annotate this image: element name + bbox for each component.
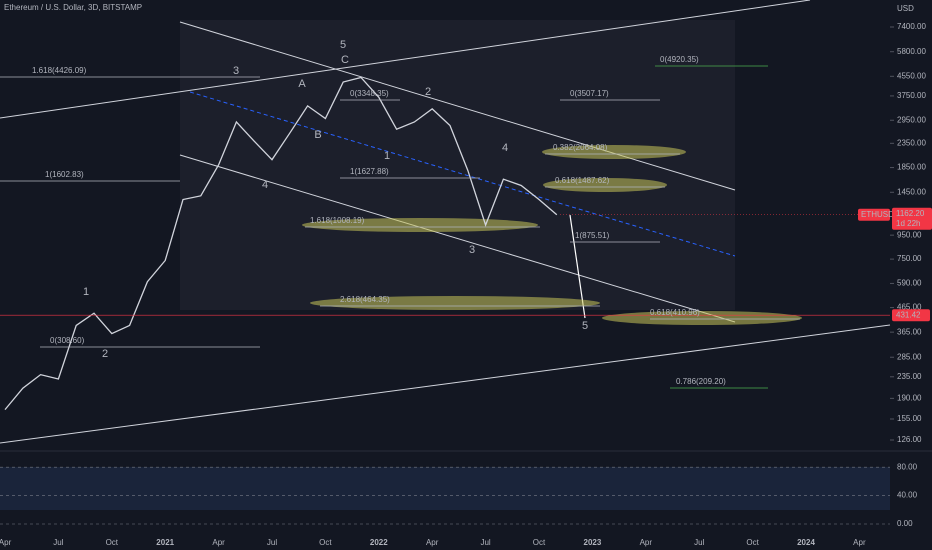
fib-label: 0(3348.35): [350, 89, 389, 98]
wave-label: B: [314, 129, 321, 141]
trendline: [179, 21, 736, 191]
x-tick-label: Oct: [106, 538, 119, 547]
y-tick-label: 40.00: [897, 491, 918, 500]
wave-label: 3: [469, 244, 475, 256]
y-tick-label: 1450.00: [897, 187, 926, 196]
wave-label: A: [298, 78, 306, 90]
fib-label: 0(308.60): [50, 336, 85, 345]
symbol-label: ETHUSD: [861, 210, 894, 219]
fib-label: 0.786(209.20): [676, 377, 726, 386]
y-tick-label: 4550.00: [897, 71, 926, 80]
fib-label: 0.382(2064.08): [553, 143, 608, 152]
fib-label: 1.618(1008.19): [310, 216, 365, 225]
wave-label: 4: [502, 142, 508, 154]
last-tag: [892, 207, 932, 230]
x-tick-label: Oct: [319, 538, 332, 547]
wave-label: 2: [425, 86, 431, 98]
level-tag: [892, 309, 930, 322]
x-tick-label: Oct: [746, 538, 759, 547]
wave-label: 3: [233, 65, 239, 77]
x-tick-label: Apr: [426, 538, 439, 547]
y-tick-label: 2350.00: [897, 138, 926, 147]
last-label: 1162.20: [896, 209, 925, 218]
x-tick-label: Jul: [53, 538, 63, 547]
x-tick-label: Jul: [267, 538, 277, 547]
highlight: [310, 296, 600, 310]
range-box: [180, 20, 735, 310]
x-tick-label: Jul: [480, 538, 490, 547]
trendline: [0, 0, 811, 119]
y-tick-label: 80.00: [897, 462, 918, 471]
x-tick-label: Apr: [853, 538, 866, 547]
fib-label: 0.618(1487.62): [555, 176, 610, 185]
y-tick-label: 126.00: [897, 435, 922, 444]
highlight: [602, 311, 802, 325]
wave-label: 1: [83, 286, 89, 298]
y-tick-label: 5800.00: [897, 47, 926, 56]
wave-label: C: [341, 54, 349, 66]
oscillator-band: [0, 467, 890, 510]
y-tick-label: 190.00: [897, 393, 922, 402]
x-tick-label: Oct: [533, 538, 546, 547]
x-tick-label: Apr: [0, 538, 12, 547]
x-tick-label: 2021: [156, 538, 174, 547]
wave-label: 5: [340, 39, 346, 51]
y-tick-label: 465.00: [897, 303, 922, 312]
highlight: [543, 178, 667, 192]
wave-label: 4: [262, 179, 268, 191]
x-tick-label: 2023: [584, 538, 602, 547]
y-tick-label: 750.00: [897, 254, 922, 263]
wave-label: 1: [384, 150, 390, 162]
fib-label: 0.618(410.96): [650, 308, 700, 317]
currency: USD: [897, 4, 914, 13]
y-tick-label: 2950.00: [897, 115, 926, 124]
x-tick-label: Apr: [212, 538, 225, 547]
symbol-tag: [858, 208, 890, 221]
trendline: [179, 154, 736, 323]
chart-title: Ethereum / U.S. Dollar, 3D, BITSTAMP: [4, 3, 142, 12]
fib-label: 1(1627.88): [350, 167, 389, 176]
x-tick-label: Jul: [694, 538, 704, 547]
y-tick-label: 235.00: [897, 372, 922, 381]
x-tick-label: 2024: [797, 538, 815, 547]
x-tick-label: Apr: [640, 538, 653, 547]
y-tick-label: 950.00: [897, 230, 922, 239]
y-tick-label: 0.00: [897, 519, 913, 528]
x-tick-label: 2022: [370, 538, 388, 547]
fib-label: 1(1602.83): [45, 170, 84, 179]
y-tick-label: 285.00: [897, 352, 922, 361]
y-tick-label: 7400.00: [897, 22, 926, 31]
y-tick-label: 3750.00: [897, 91, 926, 100]
wave-label: 5: [582, 320, 588, 332]
fib-label: 1.618(4426.09): [32, 66, 87, 75]
fib-label: 2.618(464.35): [340, 295, 390, 304]
countdown-label: 1d 22h: [896, 219, 920, 228]
price-line: [4, 76, 558, 411]
trendline: [189, 91, 736, 257]
trendline: [0, 324, 891, 444]
fib-label: 1(875.51): [575, 231, 610, 240]
wave-label: 2: [102, 348, 108, 360]
y-tick-label: 590.00: [897, 279, 922, 288]
highlight: [542, 145, 686, 159]
y-tick-label: 1850.00: [897, 163, 926, 172]
fib-label: 0(4920.35): [660, 55, 699, 64]
y-tick-label: 155.00: [897, 414, 922, 423]
level-label: 431.42: [896, 310, 921, 319]
highlight: [302, 218, 538, 232]
fib-label: 0(3507.17): [570, 89, 609, 98]
y-tick-label: 365.00: [897, 327, 922, 336]
